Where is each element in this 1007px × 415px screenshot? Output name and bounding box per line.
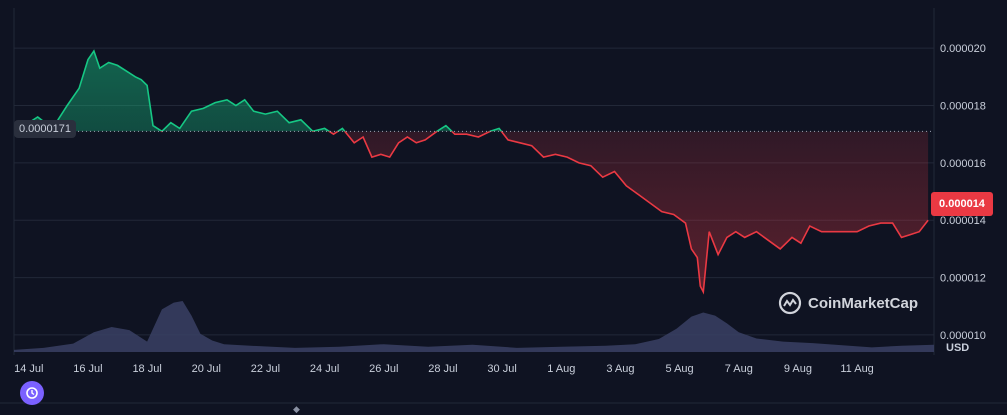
price-line-up (19, 49, 503, 132)
x-tick-label: 18 Jul (132, 363, 161, 375)
watermark-text: CoinMarketCap (808, 294, 919, 312)
coinmarketcap-watermark: CoinMarketCap (778, 291, 918, 315)
x-tick-label: 9 Aug (784, 363, 812, 375)
volume-area (14, 301, 934, 352)
x-tick-label: 1 Aug (547, 363, 575, 375)
price-line (19, 49, 929, 295)
coinmarketcap-logo-icon (778, 291, 802, 315)
x-tick-label: 3 Aug (606, 363, 634, 375)
price-line-down (160, 131, 929, 295)
y-tick-label: 0.000012 (940, 273, 986, 285)
x-tick-label: 20 Jul (192, 363, 221, 375)
grid (13, 8, 935, 355)
x-tick-label: 30 Jul (487, 363, 516, 375)
current-price-label: 0.000014 (931, 192, 993, 216)
currency-unit: USD (946, 342, 970, 354)
volume-bars (14, 301, 934, 352)
y-axis-labels: 0.000010 0.000012 0.000014 0.000016 0.000018… (940, 43, 986, 342)
x-tick-label: 16 Jul (73, 363, 102, 375)
y-tick-label: 0.000010 (940, 330, 986, 342)
x-tick-label: 14 Jul (14, 363, 43, 375)
x-tick-label: 5 Aug (666, 363, 694, 375)
x-axis-labels: 14 Jul 16 Jul 18 Jul 20 Jul 22 Jul 24 Jul 26 J… (14, 363, 874, 375)
x-tick-label: 24 Jul (310, 363, 339, 375)
area-below-baseline (329, 131, 929, 292)
clock-history-icon (26, 387, 38, 399)
history-button[interactable] (20, 381, 44, 405)
y-tick-label: 0.000014 (940, 215, 986, 227)
x-tick-label: 11 Aug (840, 363, 873, 375)
x-tick-label: 26 Jul (369, 363, 398, 375)
y-tick-label: 0.000018 (940, 101, 986, 113)
y-tick-label: 0.000020 (940, 43, 986, 55)
x-tick-label: 22 Jul (251, 363, 280, 375)
range-slider-handle-icon[interactable]: ◆ (293, 404, 300, 414)
x-tick-label: 7 Aug (725, 363, 753, 375)
y-tick-label: 0.000016 (940, 158, 986, 170)
base-value-label: 0.0000171 (14, 120, 76, 138)
area-above-baseline (19, 51, 929, 132)
price-area (19, 51, 929, 292)
x-tick-label: 28 Jul (428, 363, 457, 375)
